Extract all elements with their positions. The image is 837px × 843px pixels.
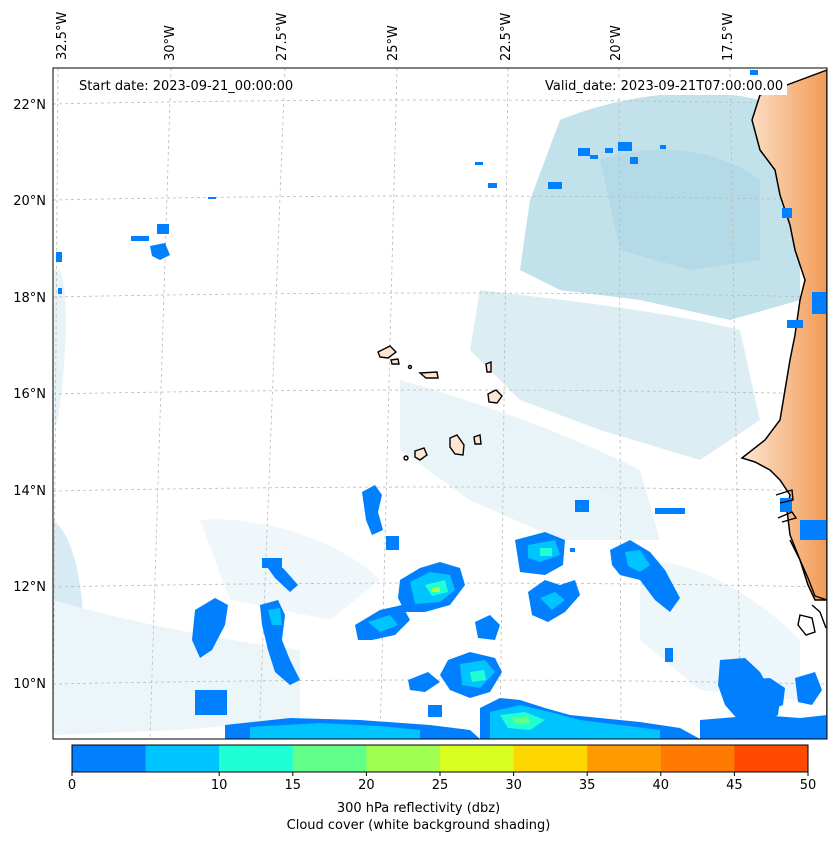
colorbar-tick-label: 0 [67, 778, 77, 793]
meridian-17-5w [729, 68, 742, 739]
lon-label-25w: 25°W [386, 25, 401, 61]
lon-label-27-5w: 27.5°W [275, 12, 290, 61]
lat-label-16n: 16°N [13, 387, 46, 402]
lon-label-17-5w: 17.5°W [721, 12, 736, 61]
lat-label-12n: 12°N [13, 580, 46, 595]
parallel-16n [53, 389, 827, 395]
colorbar-segment [660, 745, 735, 772]
meridian-32-5w [53, 68, 59, 739]
meridian-30w [149, 68, 172, 739]
colorbar [71, 744, 809, 776]
lat-label-20n: 20°N [13, 194, 46, 209]
parallel-18n [53, 292, 827, 298]
parallel-10n [53, 679, 827, 685]
colorbar-label: 300 hPa reflectivity (dbz) [336, 801, 501, 816]
lat-label-14n: 14°N [13, 484, 46, 499]
colorbar-tick-label: 40 [652, 778, 670, 793]
colorbar-tick-label: 25 [431, 778, 449, 793]
colorbar-tick-label: 10 [210, 778, 228, 793]
colorbar-tick-label: 20 [358, 778, 375, 793]
lat-label-18n: 18°N [13, 291, 46, 306]
lon-label-20w: 20°W [609, 25, 624, 61]
cape-verde-islands [377, 345, 503, 461]
coastline-south [789, 539, 827, 636]
colorbar-segment [145, 745, 220, 772]
meridian-22-5w [499, 68, 509, 739]
parallel-20n [53, 195, 827, 201]
colorbar-tick-label: 35 [578, 778, 596, 793]
colorbar-tick-label: 45 [726, 778, 743, 793]
map-frame [52, 67, 828, 740]
colorbar-tick-label: 50 [799, 778, 817, 793]
valid-date-label: Valid_date: 2023-09-21T07:00:00.00 [541, 78, 788, 95]
colorbar-segment [366, 745, 441, 772]
start-date-label: Start date: 2023-09-21_00:00:00 [75, 78, 298, 95]
lon-label-30w: 30°W [163, 25, 178, 61]
meridian-20w [618, 68, 622, 739]
colorbar-segment [734, 745, 809, 772]
parallel-22n [53, 99, 827, 105]
colorbar-segment [587, 745, 662, 772]
parallel-12n [53, 582, 827, 588]
parallel-14n [53, 486, 827, 492]
lat-label-10n: 10°N [13, 677, 46, 692]
colorbar-tick-label: 30 [505, 778, 522, 793]
colorbar-sublabel: Cloud cover (white background shading) [286, 818, 551, 833]
colorbar-segment [72, 745, 147, 772]
cloud-cover-shading [53, 92, 800, 735]
colorbar-segment [292, 745, 367, 772]
colorbar-tick-label: 15 [284, 778, 302, 793]
coastline-gambia [775, 489, 798, 523]
lon-label-32-5w: 32.5°W [55, 11, 70, 60]
lon-label-22-5w: 22.5°W [499, 12, 514, 61]
colorbar-segment [440, 745, 515, 772]
colorbar-segment [219, 745, 294, 772]
colorbar-segment [513, 745, 588, 772]
reflectivity-field [56, 70, 827, 739]
lat-label-22n: 22°N [13, 98, 46, 113]
